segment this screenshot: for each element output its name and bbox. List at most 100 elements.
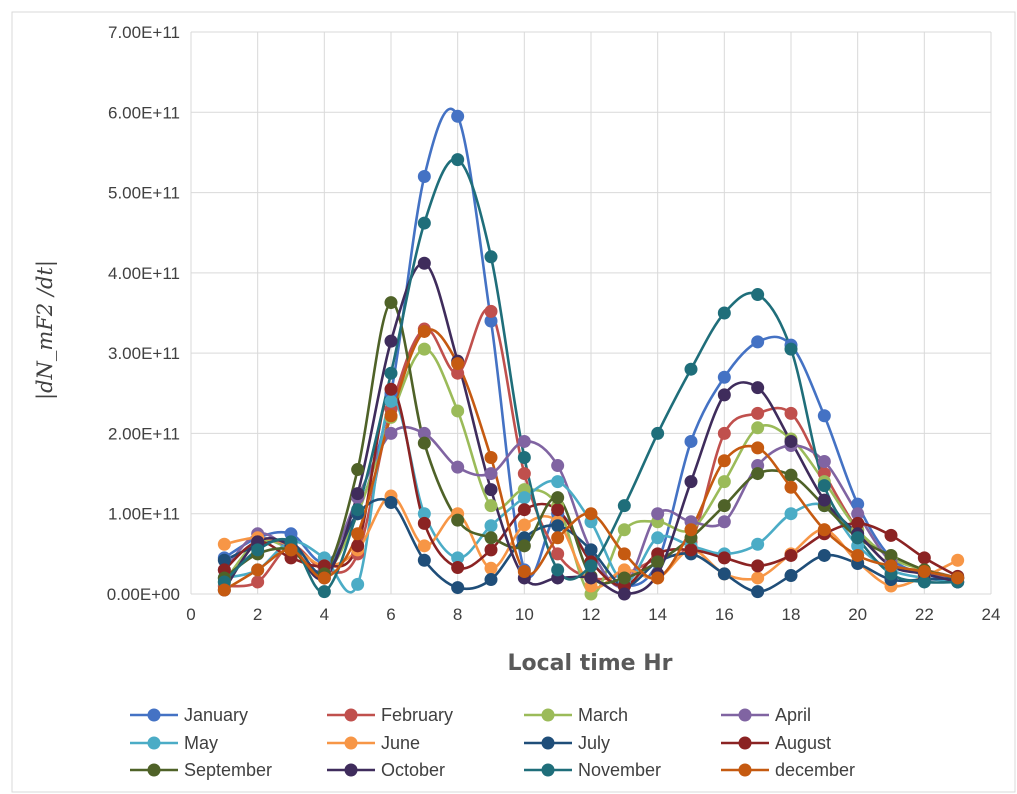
data-point-november bbox=[251, 543, 265, 557]
data-point-august bbox=[917, 551, 931, 565]
data-point-september bbox=[751, 467, 765, 481]
data-point-december bbox=[584, 507, 598, 521]
x-tick-label: 6 bbox=[386, 605, 395, 624]
data-point-june bbox=[417, 539, 431, 553]
legend-swatch-marker bbox=[541, 763, 555, 777]
data-point-june bbox=[517, 518, 531, 532]
data-point-november bbox=[751, 288, 765, 302]
legend-label: November bbox=[578, 760, 661, 780]
data-point-november bbox=[617, 499, 631, 513]
data-point-june bbox=[751, 571, 765, 585]
legend-swatch-marker bbox=[344, 763, 358, 777]
data-point-november bbox=[351, 503, 365, 517]
data-point-august bbox=[751, 559, 765, 573]
legend-item-january: January bbox=[130, 705, 248, 725]
data-point-january bbox=[851, 497, 865, 511]
legend-item-april: April bbox=[721, 705, 811, 725]
legend-item-june: June bbox=[327, 733, 420, 753]
legend-label: September bbox=[184, 760, 272, 780]
data-point-november bbox=[417, 216, 431, 230]
data-point-august bbox=[484, 543, 498, 557]
data-point-may bbox=[517, 491, 531, 505]
y-tick-label: 0.00E+00 bbox=[107, 585, 180, 604]
legend-item-february: February bbox=[327, 705, 453, 725]
data-point-november bbox=[551, 563, 565, 577]
legend-item-october: October bbox=[327, 760, 445, 780]
data-point-december bbox=[317, 571, 331, 585]
x-tick-label: 8 bbox=[453, 605, 462, 624]
data-point-august bbox=[384, 382, 398, 396]
data-point-january bbox=[817, 409, 831, 423]
data-point-december bbox=[817, 523, 831, 537]
data-point-december bbox=[384, 409, 398, 423]
data-point-october bbox=[717, 388, 731, 402]
data-point-november bbox=[517, 451, 531, 465]
data-point-january bbox=[717, 370, 731, 384]
data-point-august bbox=[517, 503, 531, 517]
data-point-july bbox=[784, 569, 798, 583]
data-point-july bbox=[417, 553, 431, 567]
data-point-march bbox=[417, 342, 431, 356]
data-point-october bbox=[351, 487, 365, 501]
data-point-october bbox=[751, 381, 765, 395]
data-point-march bbox=[617, 523, 631, 537]
data-point-february bbox=[484, 304, 498, 318]
x-tick-label: 16 bbox=[715, 605, 734, 624]
data-point-december bbox=[551, 531, 565, 545]
legend-label: October bbox=[381, 760, 445, 780]
data-point-august bbox=[551, 503, 565, 517]
data-point-february bbox=[451, 366, 465, 380]
legend-swatch-marker bbox=[147, 708, 161, 722]
data-point-august bbox=[417, 516, 431, 530]
data-point-march bbox=[484, 499, 498, 513]
legend-item-december: december bbox=[721, 760, 855, 780]
legend-label: June bbox=[381, 733, 420, 753]
x-tick-label: 24 bbox=[982, 605, 1001, 624]
data-point-november bbox=[684, 362, 698, 376]
legend-swatch-marker bbox=[738, 763, 752, 777]
legend-label: April bbox=[775, 705, 811, 725]
data-point-december bbox=[517, 565, 531, 579]
data-point-december bbox=[417, 324, 431, 338]
data-point-december bbox=[651, 571, 665, 585]
data-point-november bbox=[584, 559, 598, 573]
data-point-april bbox=[517, 434, 531, 448]
y-tick-label: 6.00E+11 bbox=[108, 103, 180, 122]
legend-item-may: May bbox=[130, 733, 218, 753]
data-point-october bbox=[617, 587, 631, 601]
data-point-march bbox=[717, 475, 731, 489]
data-point-november bbox=[484, 250, 498, 264]
legend-label: August bbox=[775, 733, 831, 753]
x-tick-label: 20 bbox=[848, 605, 867, 624]
data-point-december bbox=[617, 547, 631, 561]
data-point-december bbox=[284, 543, 298, 557]
data-point-october bbox=[584, 571, 598, 585]
data-point-january bbox=[484, 314, 498, 328]
data-point-june bbox=[484, 561, 498, 575]
y-tick-label: 5.00E+11 bbox=[108, 184, 180, 203]
legend-swatch-marker bbox=[147, 763, 161, 777]
data-point-july bbox=[551, 519, 565, 533]
legend-item-november: November bbox=[524, 760, 661, 780]
data-point-january bbox=[417, 170, 431, 184]
data-point-may bbox=[551, 475, 565, 489]
y-tick-label: 4.00E+11 bbox=[108, 264, 180, 283]
data-point-august bbox=[784, 548, 798, 562]
data-point-april bbox=[817, 455, 831, 469]
data-point-september bbox=[351, 463, 365, 477]
data-point-october bbox=[384, 334, 398, 348]
series-points bbox=[217, 109, 965, 601]
data-point-july bbox=[584, 543, 598, 557]
data-point-september bbox=[717, 499, 731, 513]
data-point-may bbox=[384, 394, 398, 408]
legend-swatch-marker bbox=[344, 736, 358, 750]
y-tick-label: 2.00E+11 bbox=[108, 424, 180, 443]
data-point-september bbox=[884, 548, 898, 562]
y-axis-ticks: 0.00E+00 1.00E+11 2.00E+11 3.00E+11 4.00E+11… bbox=[107, 23, 180, 604]
data-point-july bbox=[751, 585, 765, 599]
data-point-december bbox=[217, 583, 231, 597]
data-point-february bbox=[784, 406, 798, 420]
x-axis-ticks: 0 2 4 6 8 10 12 14 16 18 20 22 24 bbox=[186, 605, 1000, 624]
svg-text:|dN_mF2 /dt|: |dN_mF2 /dt| bbox=[33, 260, 58, 400]
data-point-may bbox=[784, 507, 798, 521]
